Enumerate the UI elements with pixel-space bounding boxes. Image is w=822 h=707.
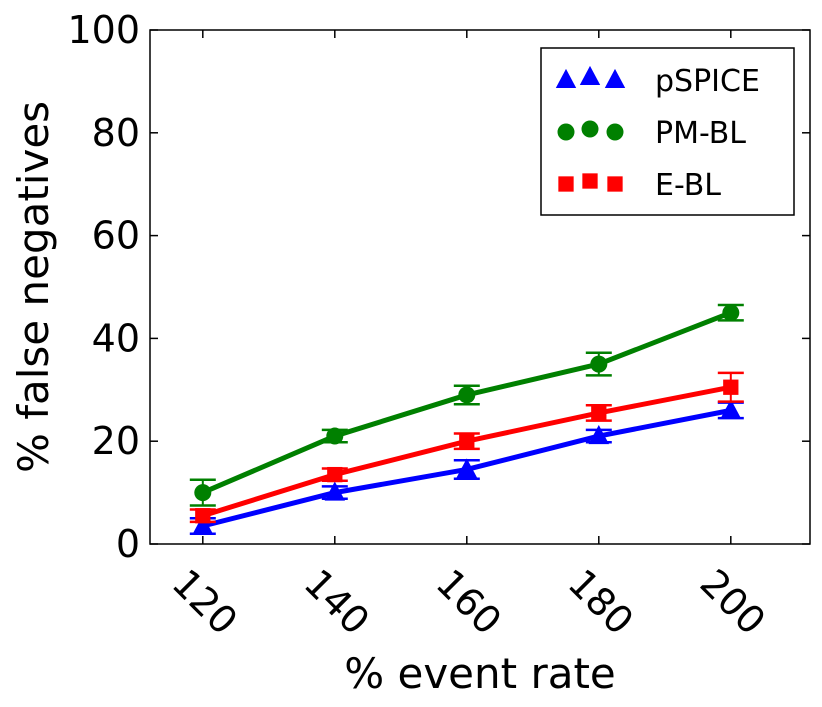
legend-marker: [606, 123, 624, 141]
legend-label: E-BL: [655, 168, 721, 203]
plot-area: [189, 303, 744, 535]
data-point: [720, 399, 741, 419]
legend-marker: [607, 176, 623, 192]
data-point: [722, 304, 740, 322]
legend-label: pSPICE: [655, 64, 760, 99]
legend-marker: [558, 176, 574, 192]
series-e-bl: [189, 371, 744, 524]
legend-marker: [604, 68, 626, 89]
data-point: [327, 466, 343, 483]
legend-marker: [555, 68, 577, 89]
x-tick-label: 160: [428, 561, 510, 643]
data-point: [194, 484, 212, 502]
x-axis-title: % event rate: [344, 649, 616, 698]
plot-frame: [149, 29, 811, 545]
legend-label: PM-BL: [655, 116, 746, 151]
x-tick-label: 120: [164, 561, 246, 643]
y-axis-title: % false negatives: [9, 101, 58, 473]
y-tick-label: 0: [116, 522, 140, 566]
y-tick-label: 100: [67, 8, 140, 52]
y-tick-label: 60: [92, 214, 140, 258]
legend: pSPICE PM-BL E-BL: [540, 47, 795, 216]
legend-entry-pspice: pSPICE: [555, 64, 760, 99]
data-point: [195, 508, 211, 524]
series-pm-bl: [189, 303, 744, 507]
series-line: [202, 384, 732, 519]
x-tick-label: 200: [692, 561, 774, 643]
legend-marker: [579, 65, 601, 86]
data-point: [588, 424, 609, 445]
y-tick-label: 40: [92, 316, 140, 360]
data-point: [459, 433, 475, 449]
y-tick-label: 20: [92, 419, 140, 463]
data-point: [458, 386, 476, 404]
legend-entry-e-bl: E-BL: [558, 168, 721, 203]
data-point: [324, 481, 345, 501]
data-point: [590, 355, 608, 373]
x-tick-label: 140: [296, 561, 378, 643]
data-point: [723, 379, 739, 395]
data-point: [192, 514, 213, 535]
legend-marker: [581, 120, 599, 138]
data-point: [591, 405, 607, 421]
legend-marker: [557, 123, 575, 141]
data-point: [326, 427, 344, 445]
legend-entry-pm-bl: PM-BL: [557, 116, 746, 151]
y-tick-label: 80: [92, 111, 140, 155]
series-pspice: [189, 399, 744, 535]
x-tick-label: 180: [560, 561, 642, 643]
legend-marker: [582, 173, 598, 189]
data-point: [456, 458, 477, 478]
